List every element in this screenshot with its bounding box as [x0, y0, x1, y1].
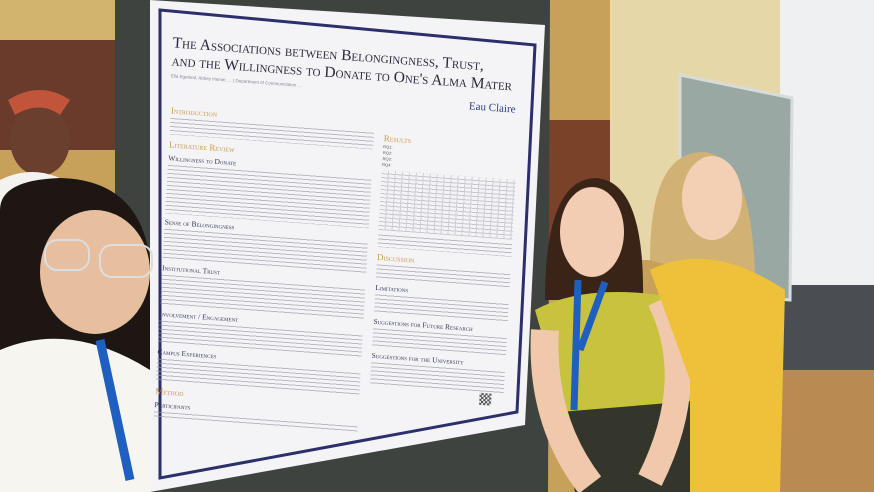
university-logo: Eau Claire [468, 100, 516, 116]
person-background-head [10, 104, 70, 176]
glasses-icon [44, 239, 153, 278]
poster-right-column: Results RQ1: RQ2: RQ3: RQ4: Discussion L… [369, 128, 524, 407]
window [780, 0, 874, 290]
poster-left-column: Introduction Literature Review Willingne… [153, 100, 381, 433]
poster: The Associations between Belongingness, … [143, 20, 537, 486]
person-right-face [682, 156, 742, 240]
person-right-dress [650, 258, 785, 492]
person-left-face [40, 210, 150, 334]
lanyard [95, 339, 135, 481]
qr-code-icon [479, 392, 492, 406]
correlation-table [378, 170, 516, 240]
person-middle-face [560, 187, 624, 277]
